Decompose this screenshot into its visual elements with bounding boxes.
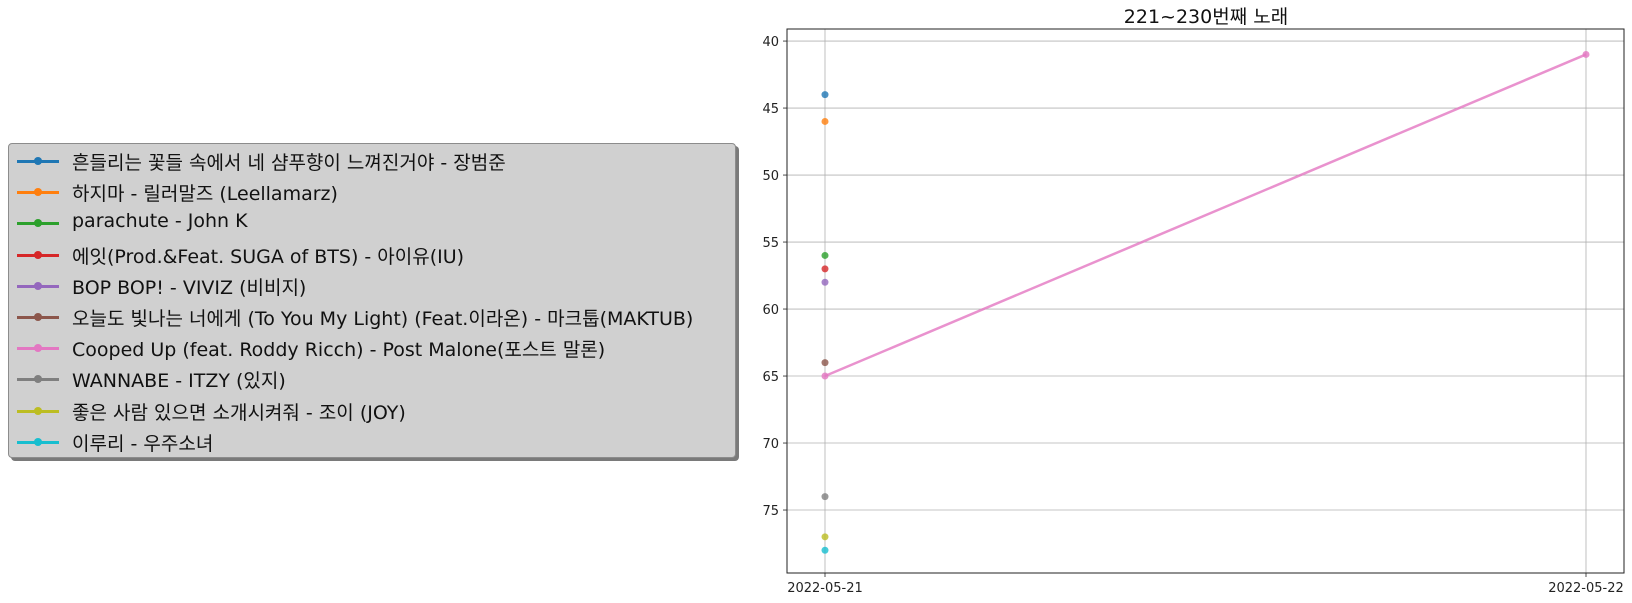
- legend-label: WANNABE - ITZY (있지): [72, 370, 286, 393]
- y-tick-label: 50: [762, 169, 779, 184]
- y-tick-label: 45: [762, 102, 779, 117]
- plot-series: [821, 50, 1590, 554]
- data-point: [821, 359, 829, 367]
- legend-marker: [34, 281, 42, 290]
- data-point: [821, 278, 829, 286]
- legend-item: 오늘도 빛나는 너에게 (To You My Light) (Feat.이라온)…: [9, 302, 735, 333]
- legend-label: 이루리 - 우주소녀: [72, 432, 214, 455]
- legend-label: parachute - John K: [72, 210, 248, 233]
- legend-marker: [34, 375, 42, 384]
- data-point: [1582, 50, 1590, 58]
- plot-frame: [786, 28, 1625, 574]
- legend-item: 이루리 - 우주소녀: [9, 427, 735, 458]
- legend-label: 오늘도 빛나는 너에게 (To You My Light) (Feat.이라온)…: [72, 308, 694, 330]
- data-point: [821, 493, 829, 501]
- y-tick-label: 60: [762, 303, 779, 318]
- legend-label: 흔들리는 꽃들 속에서 네 샴푸향이 느껴진거야 - 장범준: [72, 152, 506, 174]
- data-point: [821, 372, 829, 380]
- legend-marker: [34, 437, 42, 446]
- legend-label: 좋은 사람 있으면 소개시켜줘 - 조이 (JOY): [72, 401, 406, 424]
- legend-marker: [34, 219, 42, 228]
- legend-item: 흔들리는 꽃들 속에서 네 샴푸향이 느껴진거야 - 장범준: [9, 146, 735, 177]
- y-tick-label: 75: [762, 504, 779, 519]
- y-tick-label: 65: [762, 370, 779, 385]
- legend-item: parachute - John K: [9, 208, 735, 239]
- legend-item: WANNABE - ITZY (있지): [9, 364, 735, 395]
- x-tick-label: 2022-05-21: [787, 581, 863, 596]
- data-point: [821, 91, 829, 99]
- y-tick-label: 40: [762, 35, 779, 50]
- legend-marker: [34, 188, 42, 197]
- axes: 40 45 50 55 60 65 70 75 2022-05-21 2022-05-22: [762, 28, 1625, 596]
- y-tick-label: 55: [762, 236, 779, 251]
- legend-marker: [34, 313, 42, 321]
- legend-item: 하지마 - 릴러말즈 (Leellamarz): [9, 177, 735, 208]
- legend-marker: [34, 157, 42, 165]
- data-point: [821, 546, 829, 554]
- legend-label: Cooped Up (feat. Roddy Ricch) - Post Mal…: [72, 339, 606, 362]
- legend-label: 에잇(Prod.&Feat. SUGA of BTS) - 아이유(IU): [72, 245, 465, 268]
- legend-item: 에잇(Prod.&Feat. SUGA of BTS) - 아이유(IU): [9, 240, 735, 271]
- data-point: [821, 265, 829, 273]
- legend-item: Cooped Up (feat. Roddy Ricch) - Post Mal…: [9, 333, 735, 364]
- legend-item: 좋은 사람 있으면 소개시켜줘 - 조이 (JOY): [9, 396, 735, 427]
- legend-item: BOP BOP! - VIVIZ (비비지): [9, 271, 735, 302]
- data-point: [821, 533, 829, 541]
- grid: [787, 29, 1624, 573]
- series-line: [824, 53, 1587, 378]
- legend-marker: [34, 250, 42, 259]
- x-tick-label: 2022-05-22: [1548, 581, 1624, 596]
- legend-label: BOP BOP! - VIVIZ (비비지): [72, 276, 307, 299]
- legend-marker: [34, 406, 42, 415]
- data-point: [821, 117, 829, 125]
- legend-marker: [34, 344, 42, 353]
- chart-title: 221~230번째 노래: [1124, 6, 1288, 28]
- data-point: [821, 251, 829, 259]
- y-tick-label: 70: [762, 437, 779, 452]
- legend-label: 하지마 - 릴러말즈 (Leellamarz): [72, 183, 338, 206]
